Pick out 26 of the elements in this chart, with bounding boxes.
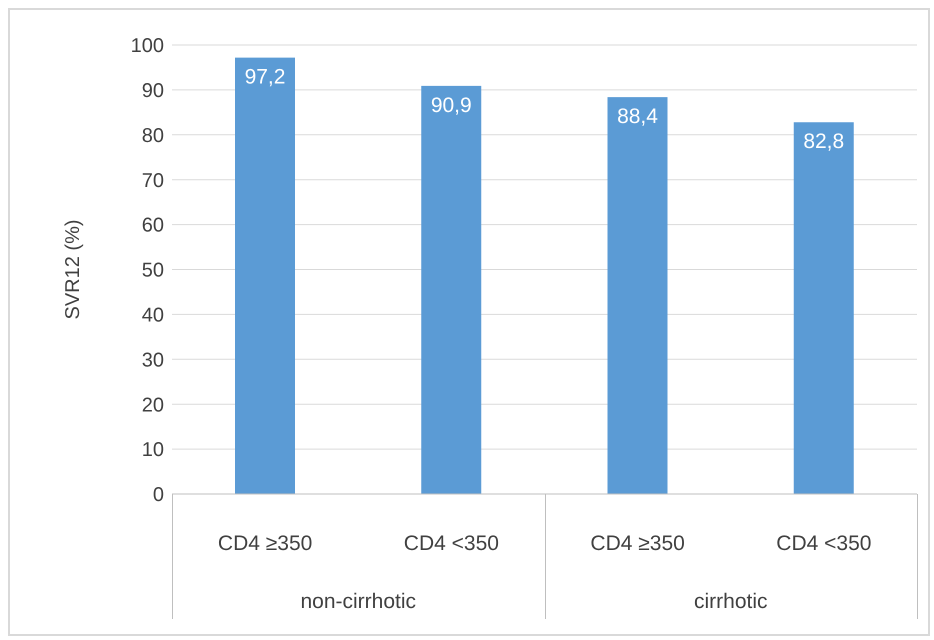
x-tick-label: CD4 <350 [404, 532, 499, 555]
y-tick-label: 0 [152, 484, 164, 506]
data-label: 90,9 [430, 94, 472, 117]
y-tick-label: 60 [142, 214, 164, 237]
y-tick-label: 90 [142, 80, 164, 102]
y-tick-label: 10 [142, 439, 164, 462]
y-tick-label: 70 [142, 170, 164, 192]
y-tick-label: 100 [130, 35, 164, 58]
x-tick-label: CD4 <350 [776, 532, 872, 555]
y-tick-label: 50 [142, 260, 164, 282]
data-label: 97,2 [244, 66, 286, 89]
data-label: 82,8 [803, 130, 844, 154]
bar [794, 122, 854, 494]
x-tick-label: CD4 ≥350 [218, 532, 312, 555]
y-tick-label: 30 [142, 349, 164, 372]
bar [608, 97, 668, 494]
y-axis-title: SVR12 (%) [62, 219, 84, 320]
bar [421, 86, 482, 494]
text: cirrhotic [692, 590, 768, 614]
text: non-cirrhotic [299, 590, 418, 614]
data-label: 88,4 [617, 105, 658, 128]
x-tick-label: CD4 ≥350 [590, 532, 685, 555]
y-tick-label: 80 [142, 124, 164, 147]
bar [235, 58, 295, 494]
y-tick-label: 20 [142, 394, 164, 416]
y-tick-label: 40 [142, 304, 164, 326]
